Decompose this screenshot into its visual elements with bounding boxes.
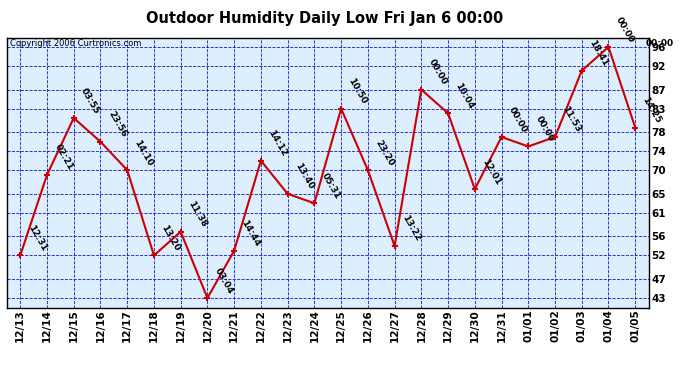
- Text: 23:20: 23:20: [373, 138, 395, 167]
- Text: 14:10: 14:10: [132, 138, 155, 167]
- Text: 10:04: 10:04: [453, 81, 475, 111]
- Text: 03:04: 03:04: [213, 266, 235, 295]
- Text: Copyright 2006 Curtronics.com: Copyright 2006 Curtronics.com: [10, 39, 141, 48]
- Text: Outdoor Humidity Daily Low Fri Jan 6 00:00: Outdoor Humidity Daily Low Fri Jan 6 00:…: [146, 11, 503, 26]
- Text: 13:22: 13:22: [400, 214, 422, 243]
- Text: 12:31: 12:31: [26, 224, 48, 253]
- Text: 13:20: 13:20: [159, 224, 181, 253]
- Text: 14:12: 14:12: [266, 129, 288, 158]
- Text: 03:55: 03:55: [79, 86, 101, 115]
- Text: 00:00: 00:00: [645, 39, 673, 48]
- Text: 00:00: 00:00: [427, 58, 449, 87]
- Text: 00:00: 00:00: [507, 105, 529, 134]
- Text: 12:01: 12:01: [480, 157, 502, 186]
- Text: 00:00: 00:00: [614, 15, 636, 44]
- Text: 13:40: 13:40: [293, 162, 315, 191]
- Text: 11:38: 11:38: [186, 200, 208, 229]
- Text: 14:25: 14:25: [641, 95, 663, 125]
- Text: 02:21: 02:21: [52, 143, 75, 172]
- Text: 23:56: 23:56: [106, 110, 128, 139]
- Text: 05:31: 05:31: [320, 171, 342, 201]
- Text: 00:00: 00:00: [534, 115, 555, 144]
- Text: 10:50: 10:50: [346, 77, 368, 106]
- Text: 18:41: 18:41: [587, 39, 609, 68]
- Text: 14:44: 14:44: [239, 218, 262, 248]
- Text: 11:53: 11:53: [560, 105, 582, 134]
